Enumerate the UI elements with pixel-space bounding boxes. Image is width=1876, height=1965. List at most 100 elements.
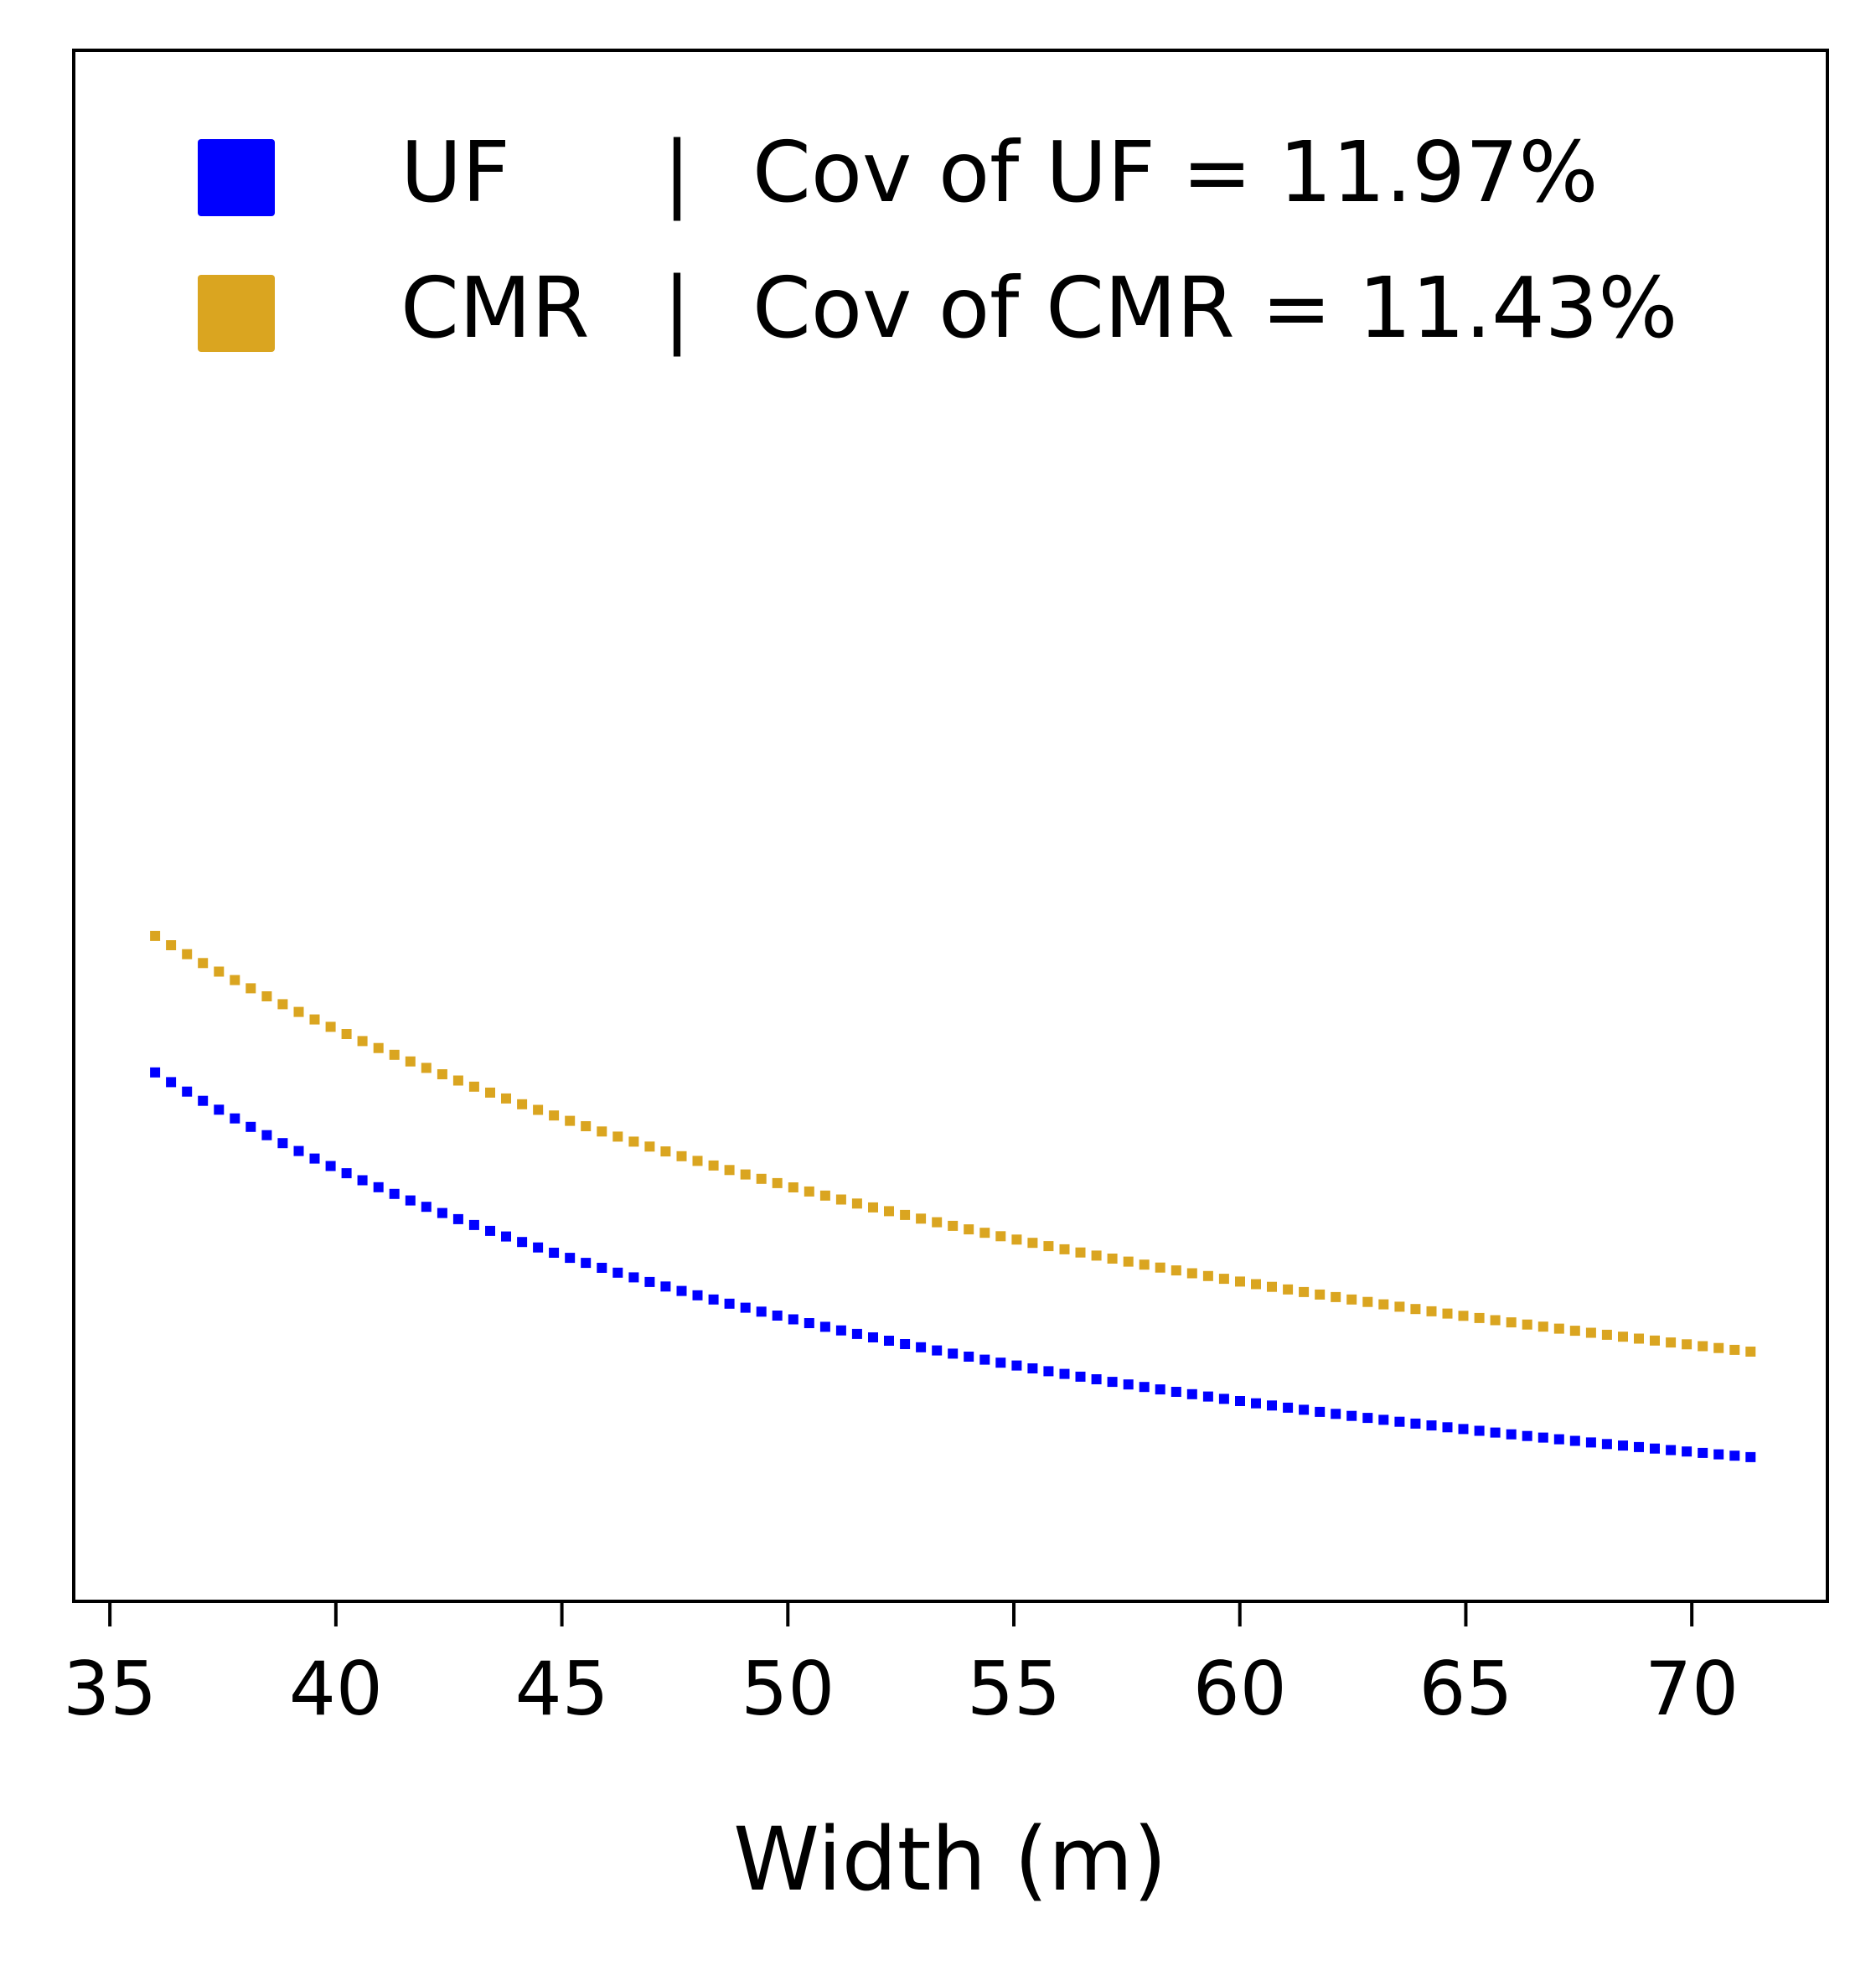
point-uf-14 [373,1182,384,1192]
point-cmr-18 [437,1069,447,1079]
point-uf-48 [916,1342,927,1352]
point-cmr-48 [916,1213,927,1224]
point-uf-71 [1283,1402,1294,1413]
point-cmr-99 [1729,1344,1740,1355]
series-layer [150,930,1756,1462]
point-uf-74 [1331,1409,1341,1419]
point-uf-25 [549,1248,560,1258]
point-cmr-75 [1346,1294,1357,1305]
point-uf-22 [501,1231,511,1242]
point-cmr-16 [405,1056,416,1067]
point-uf-85 [1506,1429,1517,1440]
x-tick-label-55: 55 [967,1646,1061,1732]
point-cmr-46 [884,1206,894,1217]
plot-frame [72,49,1829,1603]
point-cmr-95 [1666,1337,1677,1348]
point-uf-42 [819,1321,830,1332]
point-uf-4 [214,1104,225,1115]
point-uf-46 [884,1336,894,1346]
point-cmr-10 [309,1014,320,1025]
point-uf-75 [1346,1410,1357,1421]
point-cmr-5 [230,975,240,985]
point-cmr-78 [1394,1301,1405,1312]
point-uf-13 [357,1175,368,1186]
point-cmr-30 [628,1136,639,1147]
point-cmr-22 [501,1093,511,1104]
point-cmr-57 [1059,1244,1070,1254]
point-uf-31 [644,1276,655,1287]
point-uf-21 [485,1225,495,1236]
point-uf-90 [1585,1437,1596,1448]
point-uf-7 [261,1130,272,1140]
point-uf-100 [1745,1451,1756,1462]
point-cmr-51 [964,1224,974,1235]
point-cmr-80 [1426,1306,1437,1316]
point-cmr-54 [1011,1234,1022,1245]
point-uf-76 [1362,1413,1373,1424]
point-cmr-59 [1091,1250,1102,1261]
point-uf-77 [1378,1414,1389,1425]
point-uf-30 [628,1272,639,1283]
point-cmr-31 [644,1141,655,1152]
point-uf-28 [597,1263,607,1273]
point-cmr-84 [1490,1315,1501,1326]
point-uf-3 [198,1095,209,1106]
point-uf-49 [932,1345,943,1356]
point-uf-97 [1698,1447,1708,1458]
point-cmr-93 [1634,1333,1644,1344]
point-uf-34 [692,1290,703,1301]
point-uf-43 [835,1325,846,1336]
point-cmr-67 [1218,1274,1229,1285]
point-cmr-55 [1027,1238,1038,1249]
point-uf-44 [851,1328,862,1339]
point-uf-73 [1315,1406,1326,1417]
point-uf-11 [325,1161,336,1171]
point-cmr-72 [1299,1286,1310,1297]
point-uf-79 [1410,1418,1421,1429]
point-cmr-52 [979,1228,990,1238]
point-uf-10 [309,1153,320,1164]
x-tick-label-35: 35 [63,1646,157,1732]
x-tick-label-60: 60 [1193,1646,1287,1732]
point-cmr-3 [198,958,209,969]
point-uf-50 [948,1348,959,1359]
point-cmr-14 [373,1042,384,1053]
point-cmr-83 [1474,1312,1485,1323]
point-cmr-85 [1506,1317,1517,1328]
point-uf-18 [437,1207,447,1218]
point-cmr-50 [948,1220,959,1231]
point-cmr-13 [357,1036,368,1047]
point-cmr-20 [468,1081,479,1092]
point-cmr-65 [1186,1268,1197,1279]
point-uf-88 [1553,1434,1564,1445]
point-cmr-27 [581,1121,592,1131]
point-uf-58 [1075,1371,1086,1382]
point-uf-45 [868,1332,878,1342]
point-cmr-15 [389,1049,400,1060]
point-cmr-7 [261,991,272,1001]
point-cmr-1 [166,940,177,950]
point-uf-24 [533,1242,544,1253]
point-cmr-38 [756,1173,767,1184]
point-cmr-88 [1553,1323,1564,1334]
legend-separator-uf: | [663,123,691,221]
point-uf-1 [166,1077,177,1088]
point-uf-8 [277,1138,288,1149]
point-cmr-97 [1698,1341,1708,1352]
point-cmr-23 [517,1099,528,1109]
point-cmr-89 [1569,1326,1580,1337]
point-uf-59 [1091,1374,1102,1384]
point-uf-54 [1011,1360,1022,1371]
point-cmr-92 [1618,1332,1628,1342]
point-cmr-9 [293,1006,304,1017]
point-uf-95 [1666,1445,1677,1456]
point-cmr-76 [1362,1296,1373,1307]
point-uf-37 [740,1302,751,1313]
point-uf-81 [1442,1422,1453,1433]
point-cmr-25 [549,1110,560,1121]
point-uf-89 [1569,1435,1580,1446]
point-cmr-98 [1713,1342,1724,1353]
point-uf-19 [452,1213,463,1224]
point-cmr-39 [772,1177,783,1188]
legend-label-cmr: CMR [401,259,590,357]
